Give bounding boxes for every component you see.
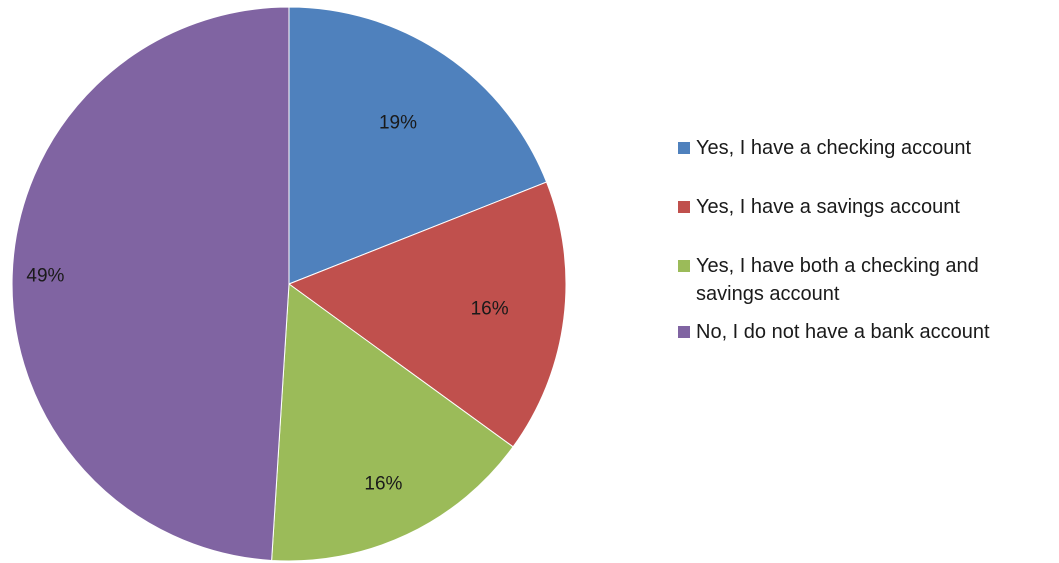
pie-slice-savings	[287, 181, 567, 448]
data-label-checking: 19%	[379, 113, 417, 134]
data-label-savings: 16%	[471, 298, 509, 319]
legend-label-savings: Yes, I have a savings account	[696, 196, 960, 218]
pie-slice-none	[11, 6, 290, 561]
legend-label-both: Yes, I have both a checking and savings …	[696, 255, 979, 305]
legend-label-none: No, I do not have a bank account	[696, 321, 990, 343]
pie-slice-checking	[288, 6, 548, 285]
data-label-both: 16%	[364, 474, 402, 495]
legend: Yes, I have a checking account Yes, I ha…	[676, 134, 1051, 356]
legend-swatch-both	[678, 260, 690, 272]
pie-slice-both	[271, 283, 514, 562]
legend-item-both: Yes, I have both a checking and savings …	[676, 252, 1051, 308]
legend-swatch-savings	[678, 201, 690, 213]
legend-item-checking: Yes, I have a checking account	[676, 134, 1051, 162]
legend-label-checking: Yes, I have a checking account	[696, 137, 971, 159]
legend-item-none: No, I do not have a bank account	[676, 318, 1051, 346]
legend-swatch-none	[678, 326, 690, 338]
legend-swatch-checking	[678, 142, 690, 154]
legend-item-savings: Yes, I have a savings account	[676, 193, 1051, 221]
data-label-none: 49%	[26, 265, 64, 286]
